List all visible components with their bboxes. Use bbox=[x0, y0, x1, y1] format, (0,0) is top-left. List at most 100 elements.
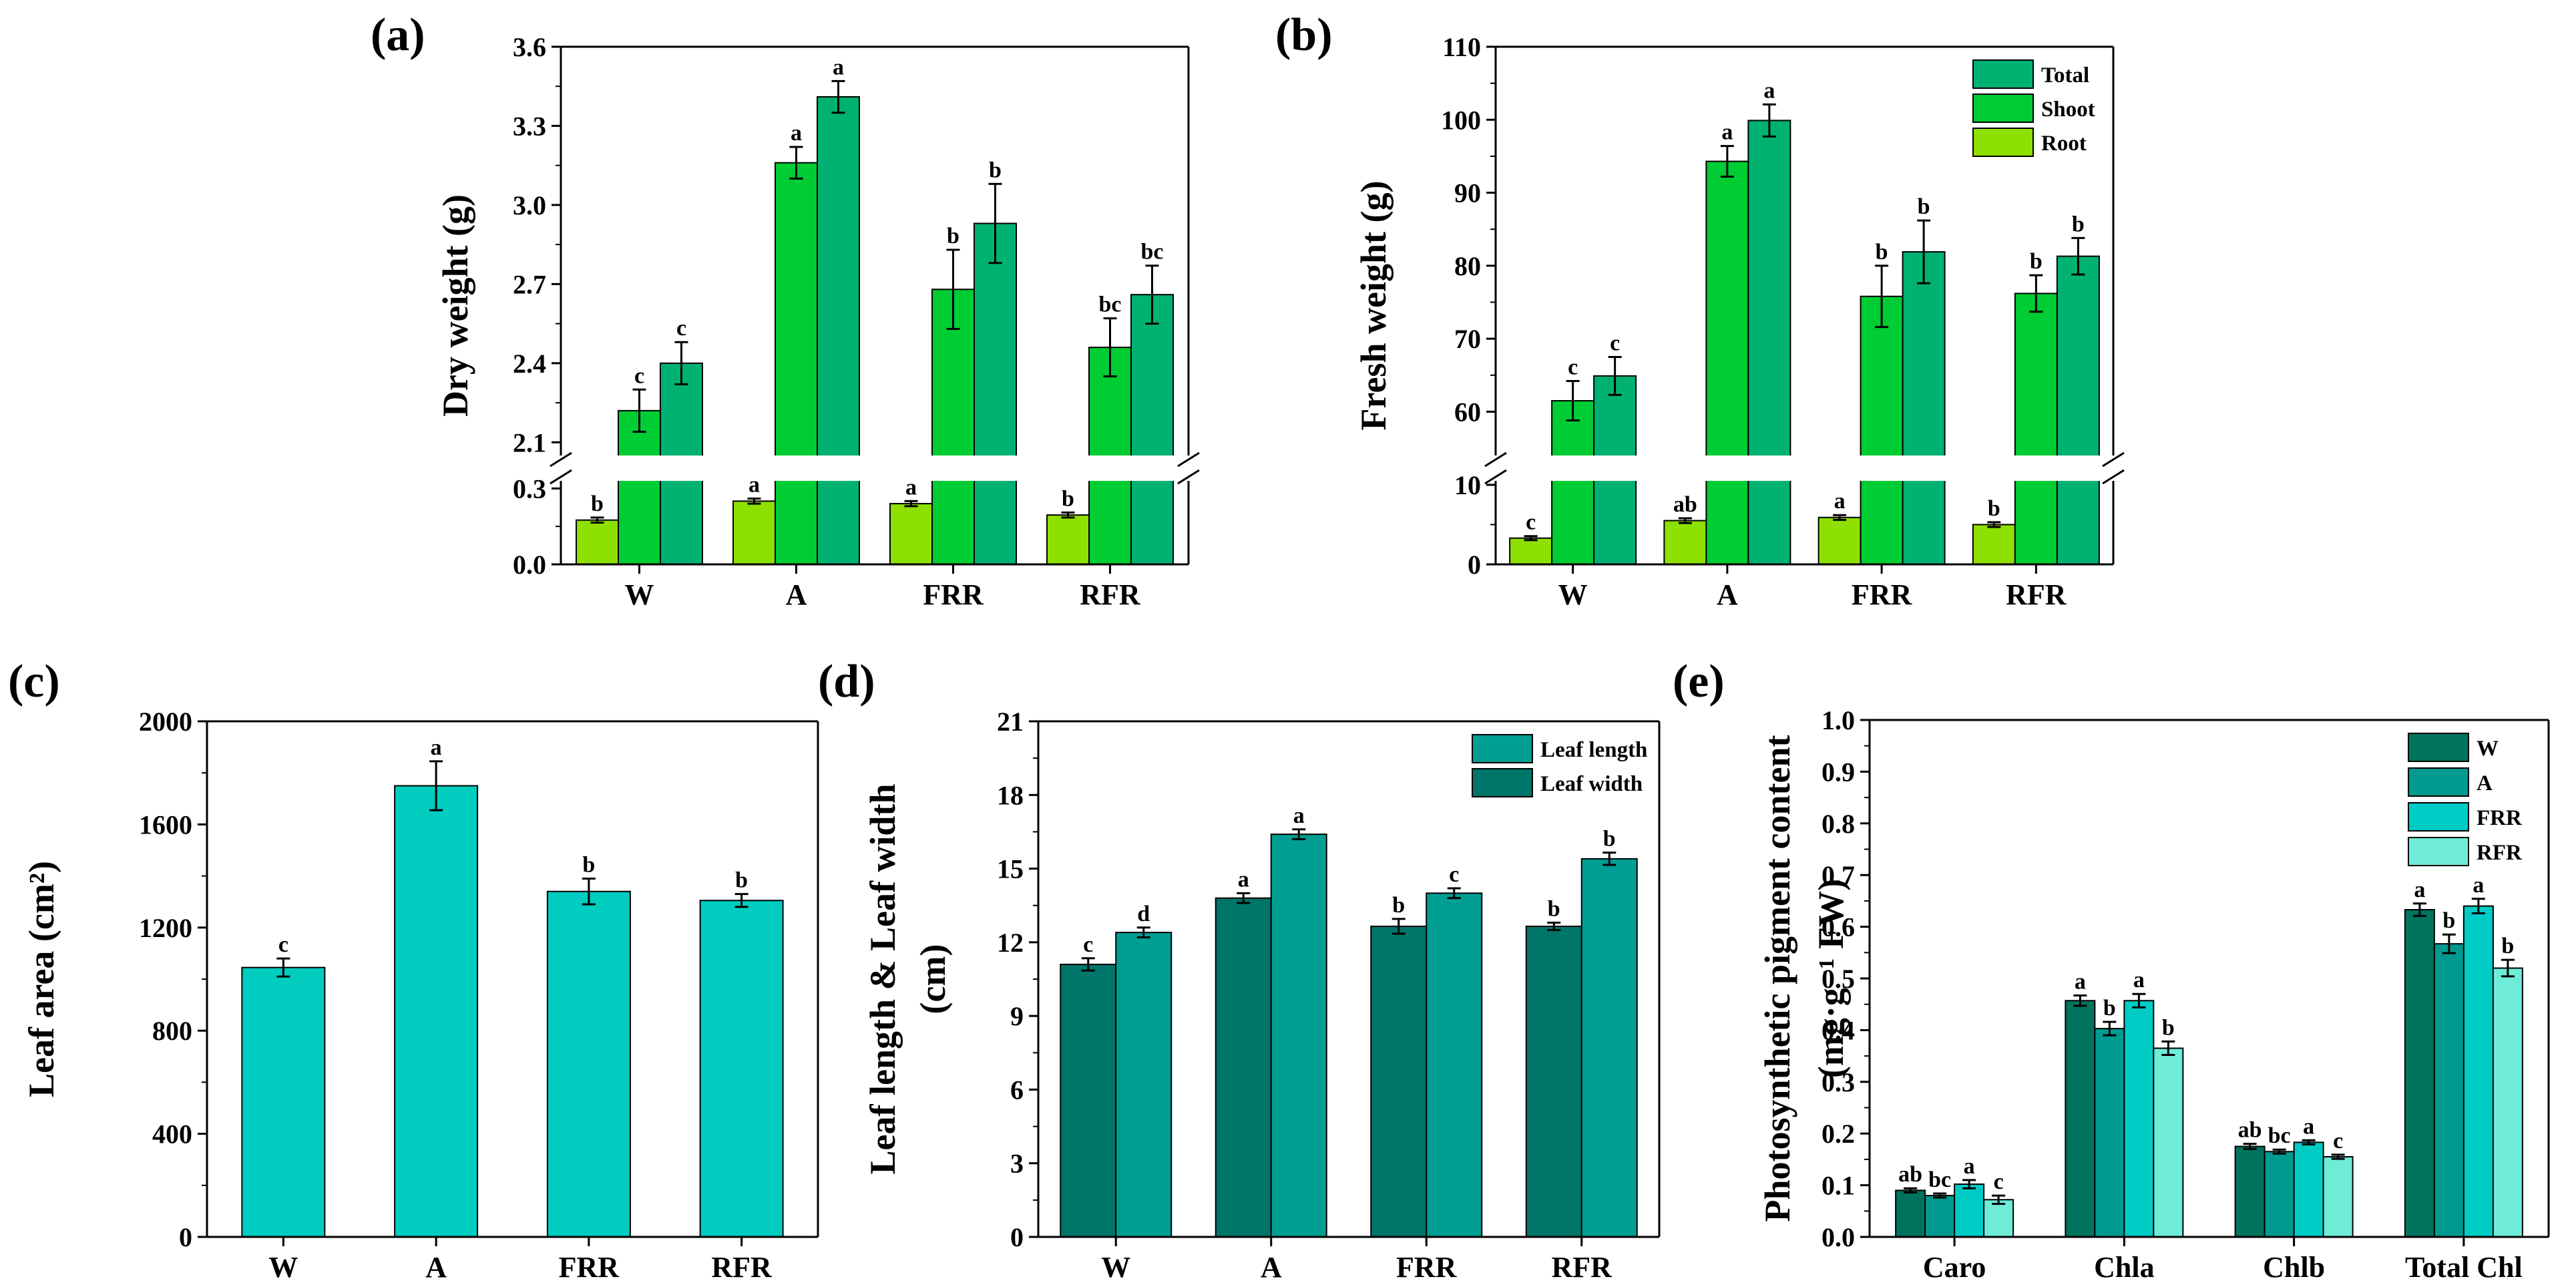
y-axis-label-e: Photosynthetic pigment content bbox=[1757, 735, 1797, 1222]
significance-label-e: a bbox=[2414, 878, 2425, 902]
y-tick-label-b: 80 bbox=[1454, 251, 1481, 281]
significance-label-a: a bbox=[833, 55, 844, 79]
x-tick-label-d: RFR bbox=[1552, 1251, 1613, 1284]
x-tick-label-d: FRR bbox=[1396, 1251, 1458, 1284]
bar-e-rfr-chlb bbox=[2322, 1156, 2354, 1238]
bar-d-leaf-width-rfr bbox=[1525, 925, 1582, 1238]
bar-e-rfr-total-chl bbox=[2492, 967, 2523, 1238]
axis-break-mark-b bbox=[1484, 451, 1507, 468]
bar-a-root-rfr bbox=[1046, 514, 1090, 565]
significance-label-d: a bbox=[1238, 867, 1249, 892]
significance-label-e: ab bbox=[1898, 1162, 1922, 1187]
y-axis-label-d: Leaf length & Leaf width bbox=[863, 784, 903, 1175]
x-tick-label-e: Chlb bbox=[2263, 1251, 2325, 1284]
significance-label-e: b bbox=[2162, 1015, 2175, 1040]
significance-label-a: c bbox=[676, 316, 686, 341]
bar-d-leaf-length-frr bbox=[1426, 892, 1483, 1238]
bar-b-root-a bbox=[1663, 520, 1707, 565]
bar-a-total-a bbox=[817, 96, 860, 565]
bar-a-root-a bbox=[732, 500, 776, 566]
y-tick-label-d: 15 bbox=[997, 854, 1024, 884]
significance-label-e: b bbox=[2442, 908, 2455, 933]
axis-break-mark-a bbox=[1177, 469, 1200, 485]
significance-label-d: b bbox=[1603, 827, 1616, 852]
y-axis-label-b: Fresh weight (g) bbox=[1353, 181, 1393, 431]
significance-label-e: b bbox=[2501, 934, 2514, 958]
axis-break-mark-a bbox=[550, 469, 572, 485]
y-tick-label-a: 3.3 bbox=[513, 111, 546, 141]
x-tick-label-e: Total Chl bbox=[2405, 1251, 2523, 1284]
significance-label-e: a bbox=[2075, 970, 2086, 994]
x-tick-label-c: RFR bbox=[711, 1251, 773, 1284]
y-tick-label-a: 0.3 bbox=[513, 474, 546, 504]
significance-label-b: ab bbox=[1673, 492, 1697, 517]
y-tick-label-d: 18 bbox=[997, 780, 1024, 810]
y-tick-label-c: 2000 bbox=[139, 707, 192, 737]
significance-label-e: a bbox=[2303, 1114, 2314, 1139]
legend-e: WA FRR RFR bbox=[2408, 733, 2523, 866]
axis-break-mark-b bbox=[2102, 469, 2125, 485]
bar-a-root-frr bbox=[889, 503, 933, 565]
bar-c-leaf-area-a bbox=[394, 785, 479, 1238]
bar-e-rfr-caro bbox=[1983, 1199, 2014, 1238]
bar-e-w-chlb bbox=[2234, 1145, 2266, 1238]
bar-c-leaf-area-frr bbox=[546, 890, 631, 1238]
y-tick-label-e: 0.4 bbox=[1821, 1015, 1855, 1045]
bar-e-frr-chlb bbox=[2293, 1141, 2324, 1238]
significance-label-b: b bbox=[1988, 496, 2000, 521]
axis-break-mark-a bbox=[1177, 451, 1200, 468]
legend-swatch-b bbox=[1972, 128, 2034, 157]
bar-e-w-chla bbox=[2065, 1000, 2096, 1238]
significance-label-a: b bbox=[947, 224, 959, 248]
significance-label-b: b bbox=[1876, 240, 1888, 264]
significance-label-e: bc bbox=[1928, 1167, 1951, 1192]
y-tick-label-b: 110 bbox=[1442, 32, 1481, 62]
panel-letter-e: (e) bbox=[1673, 656, 1725, 707]
y-tick-label-e: 0.7 bbox=[1821, 860, 1855, 890]
bar-b-root-rfr bbox=[1972, 524, 2016, 566]
legend-label-d: Leaf length bbox=[1540, 738, 1647, 762]
y-tick-label-e: 0.8 bbox=[1821, 809, 1855, 839]
y-tick-label-b: 90 bbox=[1454, 178, 1481, 208]
x-tick-label-c: FRR bbox=[559, 1251, 620, 1284]
significance-label-d: c bbox=[1449, 862, 1459, 887]
bar-c-leaf-area-w bbox=[241, 966, 326, 1238]
bar-e-frr-caro bbox=[1954, 1183, 1985, 1238]
significance-label-e: b bbox=[2103, 996, 2116, 1021]
bar-c-leaf-area-rfr bbox=[699, 900, 784, 1238]
panel-letter-d: (d) bbox=[818, 656, 875, 707]
y-tick-label-e: 0.2 bbox=[1821, 1119, 1855, 1149]
y-tick-label-d: 3 bbox=[1010, 1149, 1024, 1179]
bar-e-w-total-chl bbox=[2404, 909, 2435, 1238]
legend-swatch-e bbox=[2408, 733, 2469, 762]
x-tick-label-c: W bbox=[268, 1251, 298, 1284]
legend-d: Leaf length Leaf width bbox=[1472, 734, 1647, 797]
bar-b-shoot-w bbox=[1551, 400, 1595, 565]
x-tick-label-a: W bbox=[625, 578, 654, 611]
significance-label-e: a bbox=[2133, 968, 2145, 992]
significance-label-b: b bbox=[2072, 212, 2085, 236]
bar-e-a-total-chl bbox=[2433, 943, 2464, 1238]
bar-e-rfr-chla bbox=[2153, 1047, 2184, 1238]
y-tick-label-a: 2.1 bbox=[513, 427, 546, 457]
axis-break-mark-b bbox=[2102, 451, 2125, 468]
significance-label-e: c bbox=[2333, 1129, 2343, 1153]
bar-d-leaf-width-w bbox=[1060, 963, 1117, 1238]
y-axis-label-d: (cm) bbox=[913, 944, 953, 1015]
legend-label-b: Total bbox=[2041, 63, 2089, 87]
legend-swatch-e bbox=[2408, 802, 2469, 832]
bar-d-leaf-length-a bbox=[1270, 834, 1327, 1238]
significance-label-b: a bbox=[1763, 78, 1775, 103]
x-tick-label-b: W bbox=[1558, 578, 1588, 611]
significance-label-c: b bbox=[582, 852, 595, 877]
y-tick-label-d: 12 bbox=[997, 928, 1024, 958]
y-tick-label-e: 0.5 bbox=[1821, 964, 1855, 994]
y-tick-label-c: 0 bbox=[179, 1222, 192, 1252]
bar-b-total-rfr bbox=[2056, 255, 2100, 565]
significance-label-d: b bbox=[1392, 893, 1405, 918]
significance-label-b: c bbox=[1610, 331, 1620, 355]
y-tick-label-c: 800 bbox=[152, 1016, 192, 1046]
legend-swatch-d bbox=[1472, 734, 1533, 763]
